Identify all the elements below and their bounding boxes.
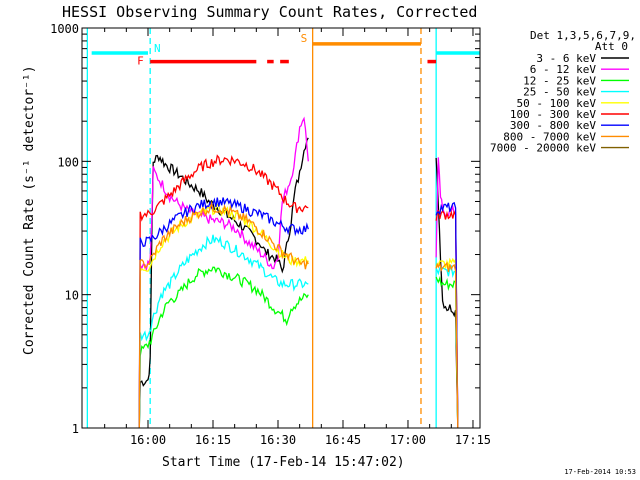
series-line-3-part-0 [138,234,309,429]
plot-frame [81,27,481,429]
series-line-6-part-1 [435,201,459,429]
chart-title: HESSI Observing Summary Count Rates, Cor… [62,3,477,21]
legend-label-8: 7000 - 20000 keV [490,142,596,155]
series-line-4-part-1 [435,257,459,429]
y-axis-label: Corrected Count Rate (s⁻¹ detector⁻¹) [22,65,37,355]
series-line-6-part-0 [138,197,309,429]
legend-label-3: 25 - 50 keV [523,86,596,99]
legend-label-4: 50 - 100 keV [517,97,597,110]
series-line-2-part-0 [138,266,309,429]
series-line-2-part-1 [435,275,459,429]
x-tick-label-0: 16:00 [130,433,166,447]
y-tick-label-3: 1000 [50,22,79,36]
x-tick-label-4: 17:00 [390,433,426,447]
legend-label-5: 100 - 300 keV [510,108,596,121]
legend-label-2: 12 - 25 keV [523,74,596,87]
x-axis-ticks: 16:00 16:15 16:30 16:45 17:00 17:15 [104,28,491,447]
series-lines [138,116,459,429]
x-tick-label-3: 16:45 [325,433,361,447]
y-axis-ticks: 1 10 100 1000 [50,22,480,436]
series-line-7-part-1 [435,261,459,429]
flag-label-F: F [137,55,144,68]
y-tick-label-0: 1 [72,422,79,436]
flag-bars: F S N [91,32,480,68]
x-tick-label-2: 16:30 [260,433,296,447]
series-line-7-part-0 [138,200,309,429]
legend-label-1: 6 - 12 keV [530,63,597,76]
x-tick-label-1: 16:15 [195,433,231,447]
legend-header-line-1: Det 1,3,5,6,7,9, [530,29,636,42]
y-tick-label-2: 100 [57,155,79,169]
series-line-0-part-1 [435,157,459,429]
legend-label-6: 300 - 800 keV [510,119,596,132]
legend-header-line-2: Att 0 [595,40,628,53]
series-line-5-part-0 [138,154,309,429]
legend-label-7: 800 - 7000 keV [503,130,596,143]
timestamp: 17-Feb-2014 10:53 [564,468,636,476]
x-axis-label: Start Time (17-Feb-14 15:47:02) [162,455,405,470]
legend-label-0: 3 - 6 keV [536,52,596,65]
flag-label-N: N [154,42,161,55]
series-line-5-part-1 [435,209,459,429]
series-line-3-part-1 [435,264,459,429]
flag-label-S: S [301,32,308,45]
series-line-1-part-1 [435,157,459,429]
x-tick-label-5: 17:15 [455,433,491,447]
y-tick-label-1: 10 [65,289,79,303]
